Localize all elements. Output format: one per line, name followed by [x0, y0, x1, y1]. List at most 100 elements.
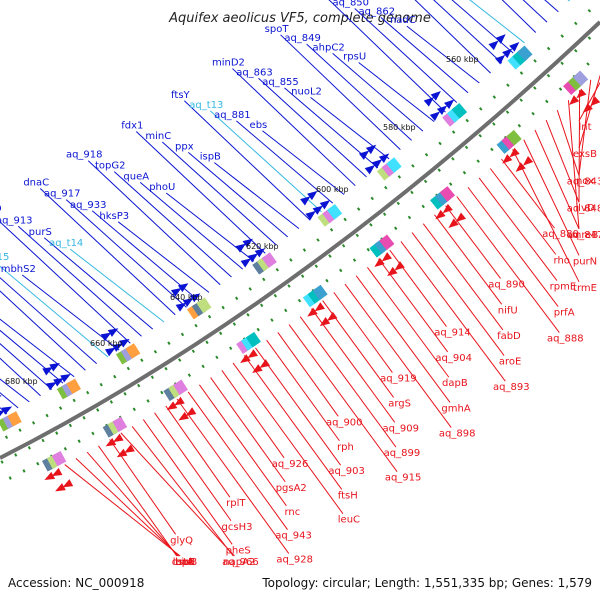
forward-gene-arrow	[307, 190, 318, 201]
leader-line	[187, 391, 288, 530]
reverse-gene-arrow	[590, 96, 600, 107]
feature-block	[572, 70, 589, 87]
tick-mark	[421, 204, 425, 209]
leader-line	[165, 405, 231, 498]
forward-gene-arrow	[429, 111, 441, 121]
gene-label: aq_t15	[0, 252, 9, 263]
feature-block	[112, 416, 128, 433]
forward-gene-arrow	[53, 378, 64, 387]
leader-line	[187, 151, 289, 238]
leader-line	[578, 89, 581, 202]
reverse-gene-arrow	[319, 317, 331, 327]
tick-mark	[232, 322, 237, 326]
leader-line	[65, 199, 187, 308]
feature-block	[326, 203, 343, 220]
tick-mark	[201, 364, 205, 369]
reverse-gene-arrow	[62, 479, 74, 488]
tick-mark	[68, 423, 72, 428]
leader-line	[176, 398, 290, 554]
tick-mark	[27, 446, 31, 450]
tick-mark	[4, 435, 9, 440]
reverse-gene-arrow	[455, 212, 467, 222]
gene-label: nuoL2	[291, 86, 322, 97]
tick-mark	[22, 469, 26, 473]
tick-mark	[397, 175, 402, 179]
leader-line	[433, 0, 503, 64]
gene-label: rpmE	[550, 282, 577, 293]
tick-mark	[411, 164, 415, 168]
map-title: Aquifex aeolicus VF5, complete genome	[168, 11, 431, 26]
gene-label: ppx	[175, 141, 194, 152]
gene-label: aq_t14	[49, 238, 83, 249]
tick-mark	[140, 358, 144, 362]
leader-line	[478, 177, 558, 281]
tick-mark	[123, 392, 127, 396]
reverse-gene-arrow	[116, 448, 128, 458]
gene-label: aq_855	[262, 77, 299, 88]
leader-line	[184, 100, 311, 221]
reverse-gene-arrow	[178, 411, 189, 421]
leader-line	[556, 109, 580, 176]
gene-label: aq_904	[435, 353, 472, 364]
leader-line	[456, 196, 560, 333]
tick-mark	[314, 264, 318, 268]
tick-mark	[462, 170, 467, 175]
gene-label: fabD	[497, 331, 521, 342]
reverse-gene-arrow	[185, 407, 197, 416]
gene-label: lnt	[578, 122, 591, 133]
leader-line	[236, 120, 334, 204]
tick-mark	[229, 346, 233, 351]
gene-label: aq_843	[567, 177, 600, 188]
tick-mark	[476, 159, 480, 163]
feature-block	[430, 193, 446, 210]
tick-mark	[31, 421, 36, 425]
gene-label: ahpC2	[313, 42, 345, 53]
gene-label: nox	[576, 176, 594, 187]
reverse-gene-arrow	[105, 437, 117, 447]
tick-mark	[492, 95, 497, 99]
forward-gene-arrow	[177, 283, 189, 293]
tick-mark	[587, 8, 592, 13]
feature-block	[496, 138, 513, 154]
tick-mark	[109, 400, 113, 404]
feature-block	[302, 291, 318, 308]
tick-mark	[153, 349, 158, 354]
forward-gene-arrow	[242, 238, 253, 248]
forward-gene-arrow	[358, 150, 370, 160]
tick-mark	[91, 431, 95, 436]
tick-mark	[396, 201, 400, 206]
tick-mark	[297, 298, 302, 303]
leader-line	[0, 329, 64, 384]
gene-label: ispB	[200, 152, 221, 163]
gene-label: napA2	[223, 557, 255, 568]
leader-line	[489, 168, 557, 255]
gene-label: aq_900	[326, 417, 363, 428]
forward-gene-arrow	[509, 42, 520, 52]
leader-line	[266, 339, 340, 442]
leader-line	[332, 53, 424, 132]
forward-gene-arrow	[189, 293, 201, 303]
reverse-gene-arrow	[523, 156, 534, 166]
reverse-gene-arrow	[166, 401, 178, 411]
leader-line	[414, 0, 491, 74]
tick-mark	[478, 133, 482, 138]
gene-label: aq_909	[382, 423, 419, 434]
feature-block	[386, 157, 402, 173]
gene-label: aq_848	[567, 203, 600, 214]
leader-line	[243, 355, 343, 490]
gene-label: spoT	[265, 24, 290, 35]
gene-label: aq_919	[380, 374, 417, 385]
leader-line	[358, 62, 435, 123]
tick-mark	[45, 413, 49, 418]
feature-block	[374, 238, 390, 254]
forward-gene-arrow	[371, 159, 383, 169]
reverse-gene-arrow	[442, 203, 453, 214]
leader-line	[0, 265, 109, 358]
gene-label: ostA	[172, 557, 194, 568]
tick-mark	[465, 118, 469, 123]
leader-line	[43, 237, 154, 330]
reverse-gene-arrow	[569, 95, 580, 105]
gene-label: aq_862	[359, 6, 396, 17]
leader-line	[578, 79, 592, 176]
leader-line	[69, 248, 165, 323]
